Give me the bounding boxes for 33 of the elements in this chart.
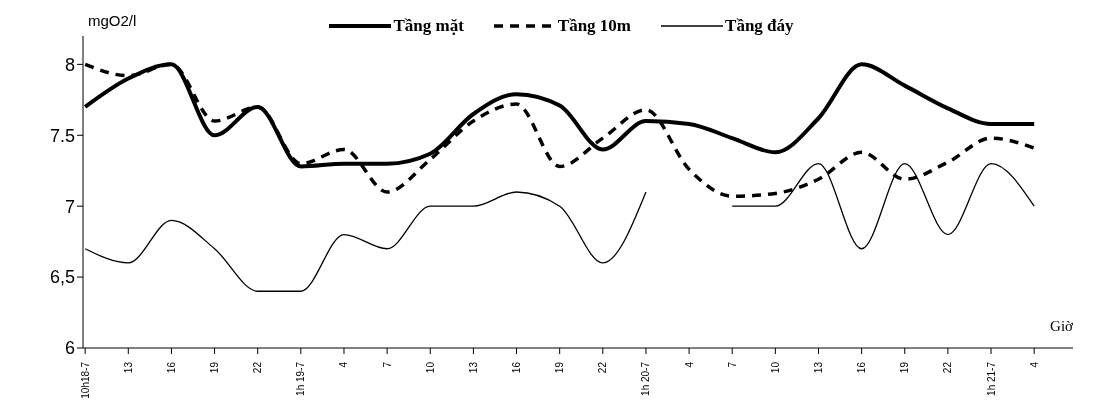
x-tick-label: 16 bbox=[856, 361, 868, 374]
x-tick-label: 10 bbox=[769, 361, 781, 374]
x-tick-label: 1h 21-7 bbox=[985, 361, 997, 396]
y-axis-title: mgO2/l bbox=[88, 12, 137, 29]
x-tick-label: 22 bbox=[597, 361, 609, 374]
x-tick-label: 4 bbox=[1028, 361, 1040, 368]
x-tick-label: 10 bbox=[424, 361, 436, 374]
x-tick-label: 1h 19-7 bbox=[295, 361, 307, 396]
x-tick-label: 19 bbox=[554, 361, 566, 374]
x-tick-label: 4 bbox=[338, 361, 350, 368]
legend-label: Tầng 10m bbox=[557, 16, 632, 36]
x-tick-label: 22 bbox=[942, 361, 954, 374]
x-tick-label: 7 bbox=[726, 361, 738, 368]
x-tick-label: 10h18-7 bbox=[79, 361, 91, 399]
x-tick-label: 22 bbox=[252, 361, 264, 374]
x-tick-label: 19 bbox=[899, 361, 911, 374]
x-tick-label: 1h 20-7 bbox=[640, 361, 652, 396]
y-tick-label: 7.5 bbox=[49, 125, 75, 146]
y-tick-label: 8 bbox=[64, 54, 75, 75]
x-tick-label: 7 bbox=[381, 361, 393, 368]
x-tick-label: 4 bbox=[683, 361, 695, 368]
x-tick-label: 19 bbox=[209, 361, 221, 374]
legend-label: Tầng mặt bbox=[393, 16, 464, 36]
x-tick-label: 13 bbox=[812, 361, 824, 374]
x-tick-label: 16 bbox=[165, 361, 177, 374]
x-tick-label: 13 bbox=[467, 361, 479, 374]
y-tick-label: 6 bbox=[64, 338, 75, 359]
x-tick-label: 13 bbox=[122, 361, 134, 374]
x-tick-label: 16 bbox=[511, 361, 523, 374]
legend-label: Tầng đáy bbox=[725, 16, 794, 36]
y-tick-label: 6,5 bbox=[49, 267, 75, 288]
y-tick-label: 7 bbox=[64, 196, 75, 217]
x-axis-title: Giờ bbox=[1050, 318, 1073, 335]
